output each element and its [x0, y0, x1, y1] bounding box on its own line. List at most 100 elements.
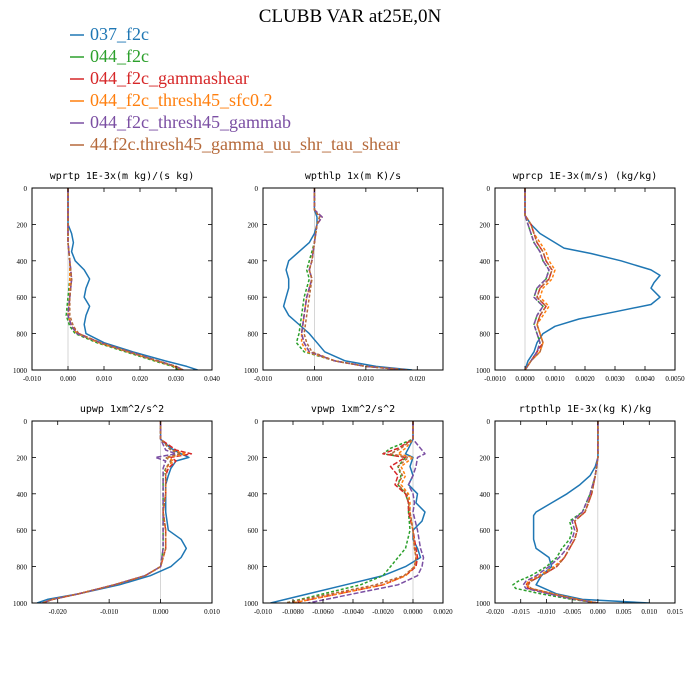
y-tick-label: 600	[480, 294, 491, 302]
x-tick-label: -0.010	[537, 608, 556, 616]
series-line-3	[292, 421, 419, 603]
legend-label: 044_f2c_thresh45_sfc0.2	[90, 90, 272, 110]
y-tick-label: 0	[487, 418, 491, 426]
x-tick-label: 0.005	[616, 608, 632, 616]
y-tick-label: 200	[17, 221, 28, 229]
y-tick-label: 600	[480, 527, 491, 535]
y-tick-label: 800	[17, 331, 28, 339]
panel-2: wpthlp 1x(m K)/s -0.010 0.000 0.010 0.020 0 20…	[244, 171, 444, 383]
x-tick-label: -0.0080	[282, 608, 304, 616]
legend-entry: 44.f2c.thresh45_gamma_uu_shr_tau_shear	[70, 134, 400, 154]
x-tick-label: -0.015	[512, 608, 531, 616]
plot-frame	[494, 420, 676, 604]
legend-label: 44.f2c.thresh45_gamma_uu_shr_tau_shear	[90, 134, 400, 154]
x-tick-label: 0.020	[132, 375, 148, 383]
y-tick-label: 0	[24, 418, 28, 426]
y-tick-label: 400	[17, 491, 28, 499]
series-line-1	[67, 188, 198, 370]
x-tick-label: -0.010	[23, 375, 42, 383]
plot-frame	[31, 187, 213, 371]
panel-title: vpwp 1xm^2/s^2	[311, 404, 395, 415]
y-tick-label: 1000	[476, 600, 491, 608]
series-line-6	[42, 421, 182, 603]
series-line-1	[524, 188, 661, 370]
x-tick-label: -0.0060	[312, 608, 334, 616]
y-tick-label: 200	[248, 221, 259, 229]
x-tick-label: 0.030	[168, 375, 184, 383]
x-tick-label: 0.040	[204, 375, 220, 383]
legend-label: 044_f2c	[90, 46, 149, 66]
series-line-3	[67, 188, 184, 370]
y-tick-label: 0	[24, 185, 28, 193]
y-tick-label: 800	[17, 564, 28, 572]
panel-title: wpthlp 1x(m K)/s	[305, 171, 401, 182]
y-tick-label: 1000	[244, 367, 259, 375]
series-group	[65, 188, 198, 370]
x-tick-label: 0.000	[60, 375, 76, 383]
series-line-5	[524, 188, 550, 370]
x-tick-label: 0.0020	[433, 608, 453, 616]
y-tick-label: 200	[480, 454, 491, 462]
y-tick-label: 800	[248, 331, 259, 339]
panel-title: rtpthlp 1E-3x(kg K)/kg	[519, 404, 651, 415]
series-line-6	[285, 421, 417, 603]
panel-title: wprcp 1E-3x(m/s) (kg/kg)	[513, 171, 658, 182]
y-tick-label: 400	[480, 258, 491, 266]
series-line-1	[36, 421, 190, 603]
x-tick-label: -0.0040	[342, 608, 364, 616]
y-tick-label: 600	[248, 294, 259, 302]
series-line-5	[307, 421, 426, 603]
plot-frame	[31, 420, 213, 604]
panel-5: vpwp 1xm^2/s^2 -0.010 -0.0080 -0.0060 -0.004…	[244, 404, 453, 616]
plot-frame	[494, 187, 676, 371]
panel-6: rtpthlp 1E-3x(kg K)/kg -0.020 -0.015 -0.010…	[476, 404, 683, 616]
legend-label: 037_f2c	[90, 24, 149, 44]
x-tick-label: 0.0050	[665, 375, 685, 383]
y-tick-label: 200	[480, 221, 491, 229]
x-tick-label: 0.000	[153, 608, 169, 616]
series-group	[512, 421, 650, 603]
y-tick-label: 400	[248, 258, 259, 266]
x-tick-label: 0.000	[590, 608, 606, 616]
x-tick-label: 0.010	[641, 608, 657, 616]
y-tick-label: 800	[248, 564, 259, 572]
x-tick-label: 0.0040	[635, 375, 655, 383]
panel-title: upwp 1xm^2/s^2	[80, 404, 164, 415]
x-tick-label: 0.000	[307, 375, 323, 383]
y-tick-label: 600	[248, 527, 259, 535]
series-line-1	[270, 421, 426, 603]
series-line-2	[65, 188, 180, 370]
series-line-6	[524, 188, 553, 370]
y-tick-label: 400	[248, 491, 259, 499]
y-tick-label: 1000	[13, 600, 28, 608]
plot-frame	[262, 187, 444, 371]
series-line-2	[295, 188, 408, 370]
x-tick-label: 0.0020	[575, 375, 595, 383]
figure-title: CLUBB VAR at25E,0N	[259, 6, 442, 27]
legend-entry: 044_f2c_thresh45_gammab	[70, 112, 291, 132]
y-tick-label: 1000	[244, 600, 259, 608]
x-tick-label: 0.0000	[403, 608, 423, 616]
series-line-5	[42, 421, 177, 603]
x-tick-label: -0.020	[49, 608, 68, 616]
panels: wprtp 1E-3x(m kg)/(s kg) -0.010 0.000 0.010…	[13, 171, 685, 616]
x-tick-label: -0.005	[563, 608, 582, 616]
panel-3: wprcp 1E-3x(m/s) (kg/kg) -0.0010 0.0000 0.0…	[476, 171, 685, 383]
legend-entry: 044_f2c_gammashear	[70, 68, 249, 88]
x-tick-label: 0.010	[358, 375, 374, 383]
legend-entry: 044_f2c	[70, 46, 149, 66]
series-line-4	[67, 188, 182, 370]
y-tick-label: 200	[17, 454, 28, 462]
series-line-6	[67, 188, 184, 370]
y-tick-label: 200	[248, 454, 259, 462]
series-line-5	[67, 188, 184, 370]
x-tick-label: 0.010	[96, 375, 112, 383]
x-tick-label: 0.015	[667, 608, 683, 616]
series-group	[36, 421, 193, 603]
y-tick-label: 600	[17, 527, 28, 535]
y-tick-label: 0	[487, 185, 491, 193]
x-tick-label: -0.0020	[372, 608, 394, 616]
x-tick-label: 0.0000	[515, 375, 535, 383]
panel-4: upwp 1xm^2/s^2 -0.020 -0.010 0.000 0.010 0 200…	[13, 404, 220, 616]
series-line-3	[524, 188, 553, 370]
